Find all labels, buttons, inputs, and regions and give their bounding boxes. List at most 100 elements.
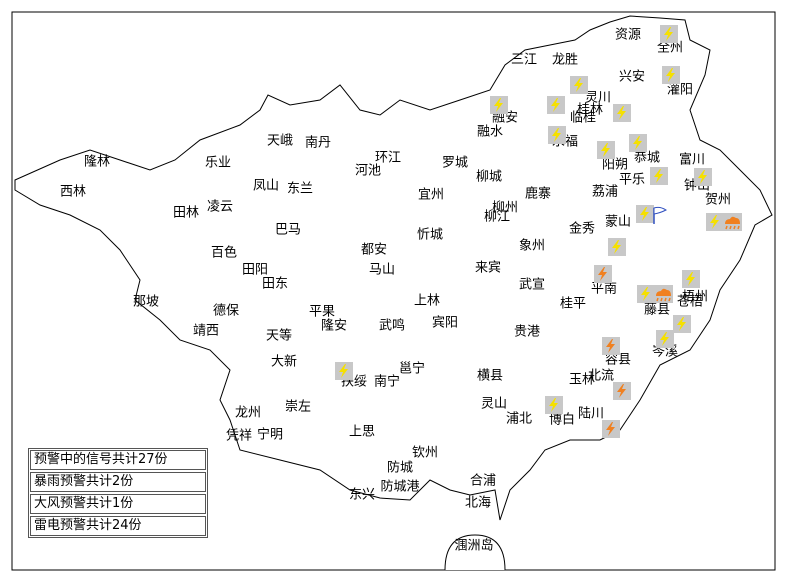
place-label: 三江 bbox=[511, 53, 537, 68]
place-label: 平南 bbox=[591, 281, 617, 297]
legend-item: 雷电预警共计24份 bbox=[30, 516, 206, 536]
bolt bbox=[617, 106, 626, 120]
place-label: 来宾 bbox=[475, 260, 501, 276]
place-label: 巴马 bbox=[275, 223, 301, 238]
place-label: 玉林 bbox=[569, 373, 595, 388]
place-label: 浦北 bbox=[506, 412, 532, 427]
place-label: 邕宁 bbox=[399, 361, 425, 377]
lightning-icon bbox=[570, 76, 588, 94]
place-label: 金秀 bbox=[569, 221, 595, 237]
place-label: 蒙山 bbox=[605, 215, 631, 230]
place-label: 岑溪 bbox=[652, 345, 678, 360]
place-label: 田林 bbox=[173, 206, 199, 221]
legend: 预警中的信号共计27份 暴雨预警共计2份 大风预警共计1份 雷电预警共计24份 bbox=[28, 448, 208, 538]
place-label: 荔浦 bbox=[592, 185, 618, 200]
bolt bbox=[664, 27, 673, 41]
place-label: 河池 bbox=[355, 164, 381, 179]
place-label: 苍梧 bbox=[677, 295, 703, 310]
place-label: 宜州 bbox=[418, 188, 444, 203]
drops bbox=[725, 225, 740, 230]
place-label: 梧州 bbox=[682, 290, 708, 305]
bolt bbox=[574, 78, 583, 92]
drops bbox=[656, 297, 671, 302]
lightning-icon bbox=[650, 167, 668, 185]
place-label: 靖西 bbox=[193, 324, 219, 339]
bolt bbox=[677, 317, 686, 331]
place-label: 宁明 bbox=[257, 427, 283, 443]
lightning-icon bbox=[594, 265, 612, 283]
place-label: 兴安 bbox=[619, 70, 645, 85]
lightning-icon bbox=[597, 141, 615, 159]
place-label: 灵山 bbox=[481, 397, 507, 412]
legend-item: 预警中的信号共计27份 bbox=[30, 450, 206, 470]
place-label: 武鸣 bbox=[379, 318, 405, 334]
lightning-icon bbox=[490, 96, 508, 114]
place-label: 融水 bbox=[477, 125, 503, 140]
place-label: 崇左 bbox=[285, 400, 311, 415]
lightning-icon bbox=[637, 285, 655, 303]
lightning-icon bbox=[608, 238, 626, 256]
lightning-icon bbox=[694, 168, 712, 186]
legend-item: 大风预警共计1份 bbox=[30, 494, 206, 514]
place-label: 富川 bbox=[679, 152, 705, 168]
place-label: 陆川 bbox=[578, 406, 604, 422]
legend-item: 暴雨预警共计2份 bbox=[30, 472, 206, 492]
lightning-icon bbox=[660, 25, 678, 43]
place-label: 全州 bbox=[657, 40, 683, 56]
place-label: 横县 bbox=[477, 369, 503, 384]
place-label: 融安 bbox=[492, 111, 518, 126]
place-label: 田阳 bbox=[242, 263, 268, 278]
cloud bbox=[656, 288, 671, 296]
lightning-icon bbox=[682, 270, 700, 288]
bolt bbox=[633, 136, 642, 150]
lightning-icon bbox=[613, 382, 631, 400]
place-label: 涠洲岛 bbox=[454, 538, 493, 554]
place-label: 临桂 bbox=[570, 111, 596, 126]
lightning-icon bbox=[636, 205, 654, 223]
place-label: 南丹 bbox=[305, 135, 331, 151]
place-label: 隆林 bbox=[84, 155, 110, 170]
lightning-icon bbox=[613, 104, 631, 122]
place-label: 东兰 bbox=[287, 182, 313, 197]
lightning-icon bbox=[673, 315, 691, 333]
place-label: 容县 bbox=[605, 352, 631, 368]
place-label: 南宁 bbox=[374, 374, 400, 390]
place-label: 柳州 bbox=[492, 201, 518, 216]
place-label: 马山 bbox=[369, 263, 395, 278]
bolt bbox=[606, 339, 615, 353]
place-label: 柳城 bbox=[476, 170, 502, 185]
place-label: 凭祥 bbox=[226, 429, 252, 444]
lightning-icon bbox=[629, 134, 647, 152]
place-label: 凌云 bbox=[207, 200, 233, 215]
place-label: 阳朔 bbox=[602, 158, 628, 173]
place-label: 上林 bbox=[414, 294, 440, 309]
bolt bbox=[654, 169, 663, 183]
place-label: 宾阳 bbox=[432, 315, 458, 331]
rainstorm-icon bbox=[653, 285, 673, 303]
place-label: 灌阳 bbox=[667, 83, 693, 98]
lightning-icon bbox=[335, 362, 353, 380]
bolt bbox=[640, 207, 649, 221]
place-label: 防城 bbox=[387, 460, 413, 476]
bolt bbox=[617, 384, 626, 398]
bolt bbox=[660, 332, 669, 346]
place-label: 贵港 bbox=[514, 325, 540, 340]
place-label: 西林 bbox=[60, 185, 86, 200]
place-label: 东兴 bbox=[349, 488, 375, 503]
place-label: 钦州 bbox=[412, 446, 438, 461]
place-label: 藤县 bbox=[644, 303, 670, 318]
flag bbox=[653, 206, 667, 215]
bolt bbox=[606, 422, 615, 436]
place-label: 平乐 bbox=[619, 173, 645, 188]
place-label: 合浦 bbox=[470, 474, 496, 489]
lightning-icon bbox=[656, 330, 674, 348]
place-label: 恭城 bbox=[634, 151, 660, 166]
place-label: 那坡 bbox=[133, 295, 159, 310]
bolt bbox=[612, 240, 621, 254]
place-label: 桂平 bbox=[560, 297, 586, 312]
place-label: 龙胜 bbox=[552, 53, 578, 68]
bolt bbox=[494, 98, 503, 112]
place-label: 灵川 bbox=[585, 91, 611, 106]
bolt bbox=[549, 398, 558, 412]
